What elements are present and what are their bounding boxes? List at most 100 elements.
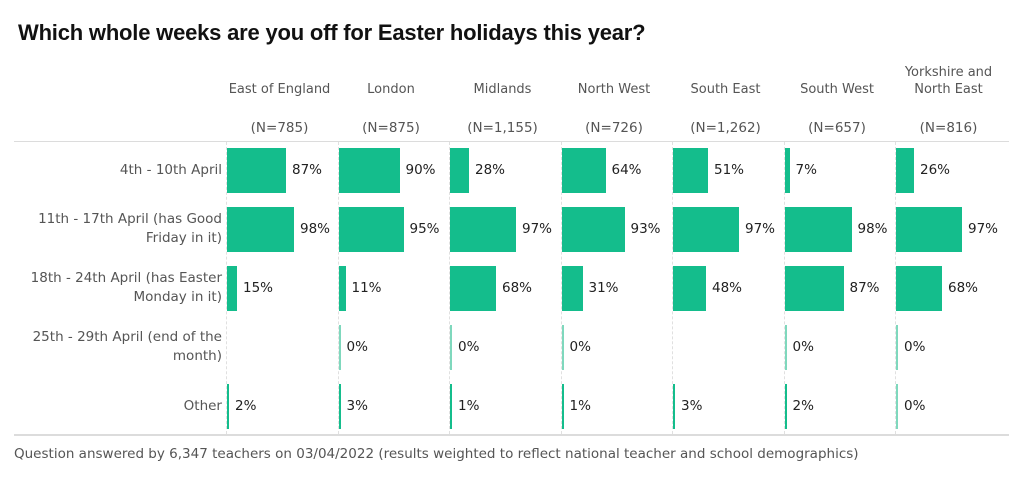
- bar-value-label: 98%: [857, 221, 888, 237]
- bar: [227, 148, 286, 193]
- column-header: Yorkshire and North East (N=816): [893, 65, 1004, 138]
- bar: [561, 148, 606, 193]
- bar-value-label: 98%: [300, 221, 331, 237]
- sample-size: (N=1,262): [690, 120, 761, 136]
- bar-value-label: 15%: [243, 280, 274, 296]
- gridline: [226, 142, 227, 434]
- bar-value-label: 90%: [405, 162, 436, 178]
- bar-value-label: 0%: [904, 339, 926, 355]
- bar: [561, 207, 625, 252]
- bar: [561, 325, 564, 370]
- gridline: [337, 142, 339, 434]
- bar: [896, 148, 914, 193]
- region-name: London: [367, 82, 415, 97]
- bar-value-label: 93%: [630, 221, 661, 237]
- bar-value-label: 51%: [714, 162, 745, 178]
- bar-value-label: 64%: [611, 162, 642, 178]
- sample-size: (N=657): [808, 120, 866, 136]
- bar: [338, 266, 346, 311]
- bar-value-label: 7%: [795, 162, 817, 178]
- column-header: East of England (N=785): [224, 68, 335, 138]
- top-rule: [14, 141, 1009, 142]
- bar: [338, 325, 341, 370]
- bar-value-label: 1%: [569, 398, 591, 414]
- row-label: 25th - 29th April (end of the month): [32, 329, 222, 364]
- bar: [227, 207, 294, 252]
- bar-value-label: 87%: [849, 280, 880, 296]
- bar-value-label: 0%: [792, 339, 814, 355]
- bar: [784, 384, 787, 429]
- bar: [673, 207, 739, 252]
- bar: [227, 384, 229, 429]
- column-header: London (N=875): [336, 68, 447, 138]
- column-header: South West (N=657): [782, 68, 893, 138]
- gridline: [449, 142, 450, 434]
- bottom-rule: [14, 434, 1009, 436]
- bar-value-label: 11%: [351, 280, 382, 296]
- bar: [227, 266, 237, 311]
- bar-value-label: 1%: [458, 398, 480, 414]
- row-label: 18th - 24th April (has Easter Monday in …: [30, 270, 222, 305]
- column-header: North West (N=726): [559, 68, 670, 138]
- row-label: Other: [183, 398, 222, 414]
- gridline: [783, 142, 785, 434]
- row-label: 4th - 10th April: [119, 162, 222, 178]
- bar-value-label: 97%: [968, 221, 999, 237]
- chart-title: Which whole weeks are you off for Easter…: [18, 20, 646, 45]
- bar-value-label: 87%: [292, 162, 323, 178]
- bar-value-label: 31%: [588, 280, 619, 296]
- bar-value-label: 97%: [522, 221, 553, 237]
- bar: [450, 148, 469, 193]
- column-header: South East (N=1,262): [670, 68, 781, 138]
- gridline: [895, 142, 896, 434]
- bar: [450, 266, 496, 311]
- region-name: South East: [690, 82, 761, 97]
- bar-value-label: 0%: [346, 339, 368, 355]
- bar: [896, 207, 962, 252]
- bar-value-label: 2%: [792, 398, 814, 414]
- bar: [673, 266, 706, 311]
- bar: [784, 148, 790, 193]
- bar: [896, 266, 942, 311]
- column-header: Midlands (N=1,155): [447, 68, 558, 138]
- sample-size: (N=1,155): [467, 120, 538, 136]
- bar-value-label: 48%: [712, 280, 743, 296]
- region-name: Midlands: [473, 82, 532, 97]
- region-name: North West: [577, 82, 651, 97]
- bar: [673, 384, 675, 429]
- bar: [784, 207, 852, 252]
- bar-value-label: 68%: [502, 280, 533, 296]
- gridline: [672, 142, 673, 434]
- bar: [784, 325, 787, 370]
- region-name: East of England: [228, 82, 331, 97]
- gridline: [560, 142, 562, 434]
- bar-value-label: 3%: [681, 398, 703, 414]
- bar: [338, 384, 341, 429]
- bar-value-label: 0%: [569, 339, 591, 355]
- bar: [450, 207, 516, 252]
- row-label: 11th - 17th April (has Good Friday in it…: [38, 211, 222, 246]
- bar: [896, 325, 898, 370]
- bar-value-label: 28%: [475, 162, 506, 178]
- region-name: Yorkshire and North East: [904, 65, 993, 97]
- sample-size: (N=875): [362, 120, 420, 136]
- bar: [673, 148, 708, 193]
- bar-value-label: 0%: [458, 339, 480, 355]
- bar-value-label: 0%: [904, 398, 926, 414]
- bar-value-label: 2%: [235, 398, 257, 414]
- bar-value-label: 95%: [409, 221, 440, 237]
- bar: [784, 266, 844, 311]
- region-name: South West: [800, 82, 874, 97]
- bar: [450, 325, 452, 370]
- bar-value-label: 3%: [346, 398, 368, 414]
- bar: [338, 207, 404, 252]
- sample-size: (N=785): [250, 120, 309, 136]
- bar: [896, 384, 898, 429]
- bar-value-label: 68%: [948, 280, 979, 296]
- bar: [561, 266, 583, 311]
- bar: [450, 384, 452, 429]
- bar-value-label: 26%: [920, 162, 951, 178]
- sample-size: (N=816): [919, 120, 978, 136]
- footnote: Question answered by 6,347 teachers on 0…: [14, 446, 859, 462]
- bar: [338, 148, 400, 193]
